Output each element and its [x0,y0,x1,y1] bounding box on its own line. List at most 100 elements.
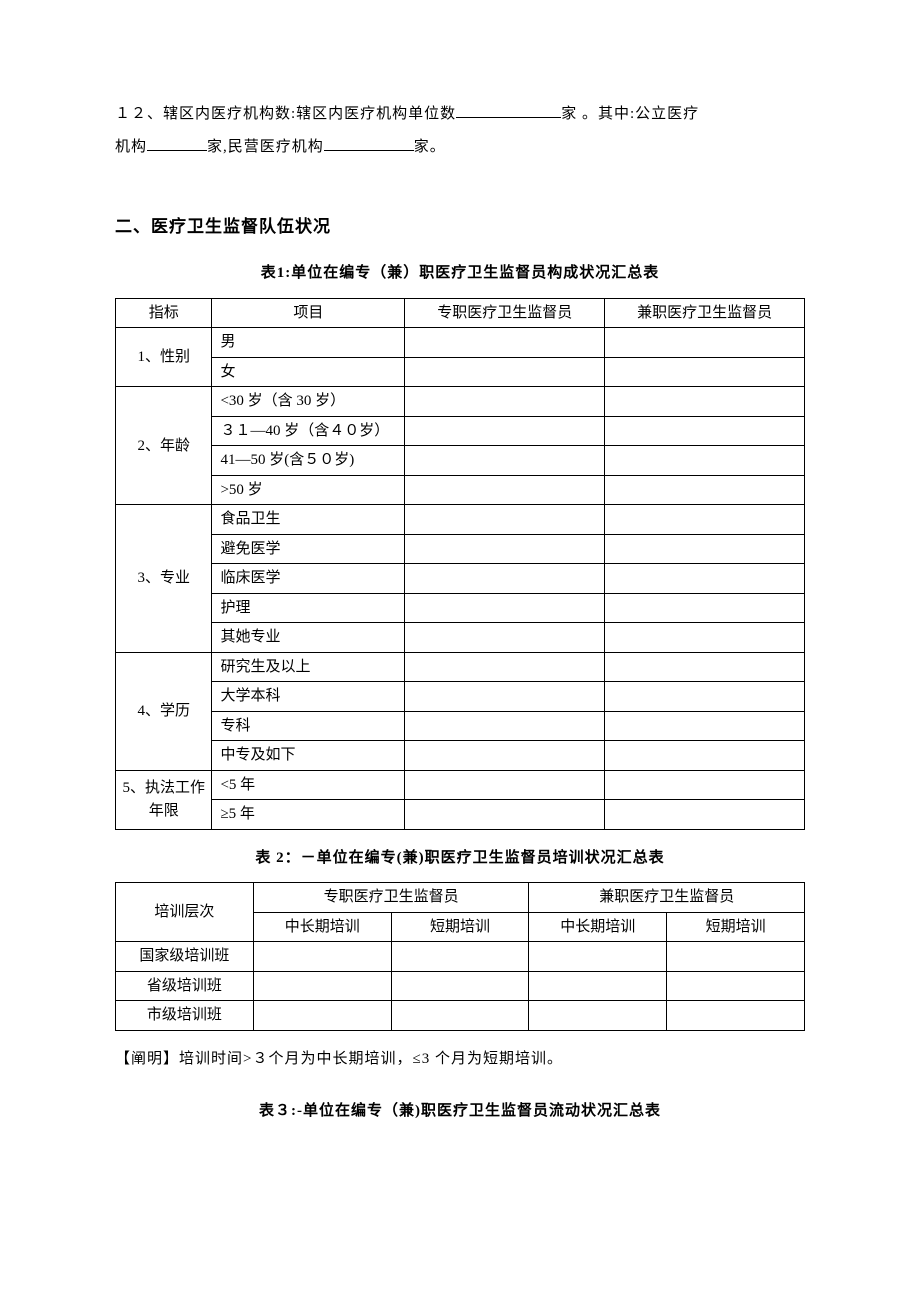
value-cell[interactable] [405,593,605,623]
value-cell[interactable] [605,475,805,505]
value-cell[interactable] [667,971,805,1001]
value-cell[interactable] [605,623,805,653]
group-label: 1、性别 [116,328,212,387]
value-cell[interactable] [405,357,605,387]
item-12-line1: １２、辖区内医疗机构数:辖区内医疗机构单位数家 。其中:公立医疗 [115,100,805,129]
group-label: 2、年龄 [116,387,212,505]
group-label: 5、执法工作年限 [116,770,212,829]
value-cell[interactable] [405,800,605,830]
item-cell: <5 年 [212,770,405,800]
value-cell[interactable] [605,741,805,771]
value-cell[interactable] [405,475,605,505]
t2-h-sub1: 短期培训 [391,912,529,942]
t1-h1: 项目 [212,298,405,328]
value-cell[interactable] [405,446,605,476]
value-cell[interactable] [391,971,529,1001]
item-cell: 护理 [212,593,405,623]
value-cell[interactable] [605,357,805,387]
value-cell[interactable] [667,942,805,972]
value-cell[interactable] [405,741,605,771]
item12-l2c: 家。 [414,139,446,155]
value-cell[interactable] [405,770,605,800]
table-row: 大学本科 [116,682,805,712]
level-cell: 国家级培训班 [116,942,254,972]
table-row: ３１—40 岁（含４０岁） [116,416,805,446]
value-cell[interactable] [529,942,667,972]
table-row: 1、性别男 [116,328,805,358]
table1-title: 表1:单位在编专（兼）职医疗卫生监督员构成状况汇总表 [115,259,805,288]
table-row: 护理 [116,593,805,623]
value-cell[interactable] [605,505,805,535]
value-cell[interactable] [605,800,805,830]
group-label: 3、专业 [116,505,212,653]
table-row: >50 岁 [116,475,805,505]
table-row: 避免医学 [116,534,805,564]
value-cell[interactable] [405,387,605,417]
table-row: 中专及如下 [116,741,805,771]
value-cell[interactable] [605,652,805,682]
table-row: 41—50 岁(含５０岁) [116,446,805,476]
table2-body: 国家级培训班省级培训班市级培训班 [116,942,805,1031]
value-cell[interactable] [605,564,805,594]
item-cell: 中专及如下 [212,741,405,771]
group-label: 4、学历 [116,652,212,770]
t1-h0: 指标 [116,298,212,328]
blank-public[interactable] [147,135,207,151]
value-cell[interactable] [529,971,667,1001]
value-cell[interactable] [605,534,805,564]
table1: 指标 项目 专职医疗卫生监督员 兼职医疗卫生监督员 1、性别男女2、年龄<30 … [115,298,805,830]
table1-body: 1、性别男女2、年龄<30 岁（含 30 岁）３１—40 岁（含４０岁）41—5… [116,328,805,830]
value-cell[interactable] [405,711,605,741]
table-row: 其她专业 [116,623,805,653]
item-cell: >50 岁 [212,475,405,505]
value-cell[interactable] [405,505,605,535]
value-cell[interactable] [405,623,605,653]
table2-title: 表 2：－单位在编专(兼)职医疗卫生监督员培训状况汇总表 [115,844,805,873]
item12-l2b: 家,民营医疗机构 [207,139,324,155]
value-cell[interactable] [667,1001,805,1031]
value-cell[interactable] [605,328,805,358]
item12-l2a: 机构 [115,139,147,155]
t2-h-part: 兼职医疗卫生监督员 [529,883,805,913]
value-cell[interactable] [605,593,805,623]
item-cell: ３１—40 岁（含４０岁） [212,416,405,446]
table-row: 省级培训班 [116,971,805,1001]
value-cell[interactable] [391,1001,529,1031]
value-cell[interactable] [529,1001,667,1031]
value-cell[interactable] [405,564,605,594]
value-cell[interactable] [605,446,805,476]
value-cell[interactable] [405,328,605,358]
value-cell[interactable] [605,770,805,800]
table-row: 国家级培训班 [116,942,805,972]
value-cell[interactable] [605,711,805,741]
value-cell[interactable] [253,971,391,1001]
table-row: 3、专业食品卫生 [116,505,805,535]
table-row: 市级培训班 [116,1001,805,1031]
value-cell[interactable] [405,534,605,564]
t1-h2: 专职医疗卫生监督员 [405,298,605,328]
value-cell[interactable] [605,416,805,446]
item-cell: 41—50 岁(含５０岁) [212,446,405,476]
value-cell[interactable] [405,652,605,682]
blank-units[interactable] [456,102,561,118]
item-cell: <30 岁（含 30 岁） [212,387,405,417]
item-12-line2: 机构 家,民营医疗机构 家。 [115,133,805,162]
blank-private[interactable] [324,135,414,151]
value-cell[interactable] [605,682,805,712]
item-cell: 其她专业 [212,623,405,653]
table-row: 女 [116,357,805,387]
table-row: 临床医学 [116,564,805,594]
table-row: ≥5 年 [116,800,805,830]
t2-h-sub2: 中长期培训 [529,912,667,942]
value-cell[interactable] [605,387,805,417]
value-cell[interactable] [405,682,605,712]
item-cell: 男 [212,328,405,358]
level-cell: 市级培训班 [116,1001,254,1031]
value-cell[interactable] [405,416,605,446]
item-cell: 专科 [212,711,405,741]
value-cell[interactable] [253,1001,391,1031]
value-cell[interactable] [253,942,391,972]
table-row: 2、年龄<30 岁（含 30 岁） [116,387,805,417]
value-cell[interactable] [391,942,529,972]
table-row: 4、学历研究生及以上 [116,652,805,682]
